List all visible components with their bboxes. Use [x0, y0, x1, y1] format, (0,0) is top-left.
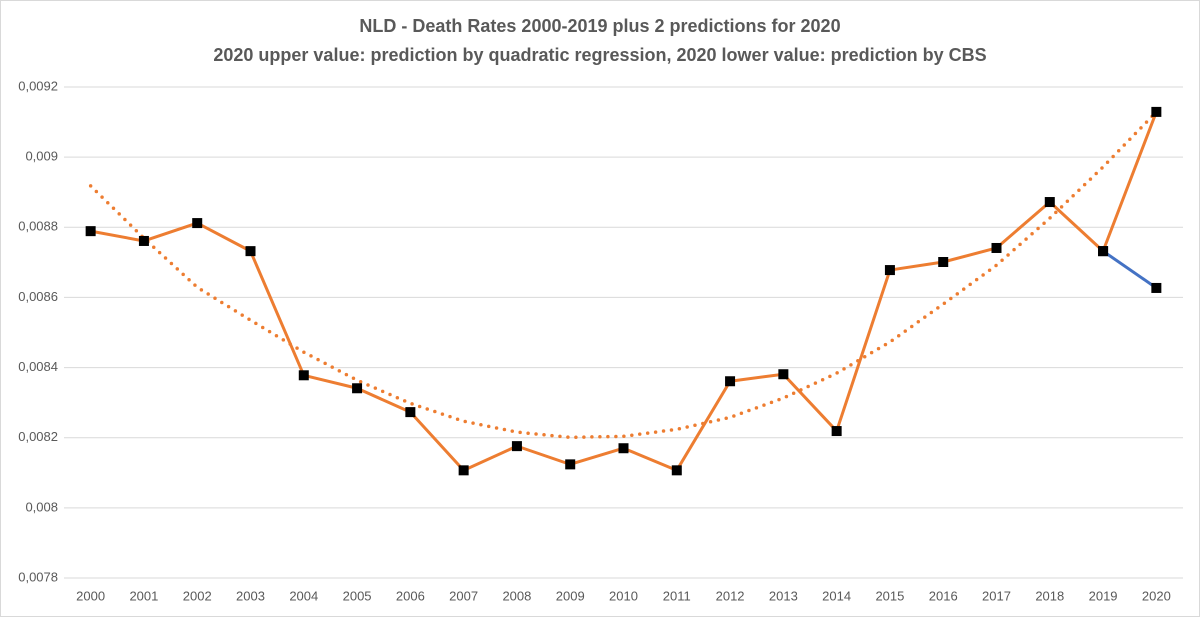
marker [352, 383, 363, 394]
marker [671, 465, 682, 476]
x-tick-label: 2004 [289, 588, 318, 603]
y-tick-label: 0,0092 [18, 78, 58, 93]
marker [405, 407, 416, 418]
x-tick-label: 2008 [502, 588, 531, 603]
x-tick-label: 2007 [449, 588, 478, 603]
marker [245, 246, 256, 257]
y-tick-label: 0,0082 [18, 429, 58, 444]
x-tick-label: 2012 [716, 588, 745, 603]
marker [458, 465, 469, 476]
marker [991, 242, 1002, 253]
x-tick-label: 2020 [1142, 588, 1171, 603]
x-tick-label: 2009 [556, 588, 585, 603]
marker [831, 426, 842, 437]
trend-line [88, 110, 1159, 440]
chart-subtitle: 2020 upper value: prediction by quadrati… [213, 45, 986, 65]
marker [725, 376, 736, 387]
x-tick-label: 2016 [929, 588, 958, 603]
x-tick-label: 2017 [982, 588, 1011, 603]
x-tick-label: 2010 [609, 588, 638, 603]
marker [1044, 197, 1055, 208]
x-tick-label: 2011 [663, 588, 691, 603]
y-tick-label: 0,008 [25, 499, 58, 514]
x-tick-label: 2005 [343, 588, 372, 603]
x-tick-label: 2001 [129, 588, 158, 603]
marker [1151, 282, 1162, 293]
x-tick-label: 2018 [1035, 588, 1064, 603]
y-tick-label: 0,0078 [18, 569, 58, 584]
x-tick-label: 2014 [822, 588, 851, 603]
series-line [1102, 249, 1158, 290]
y-tick-label: 0,0086 [18, 289, 58, 304]
marker [138, 235, 149, 246]
marker [511, 441, 522, 452]
x-tick-label: 2006 [396, 588, 425, 603]
x-tick-label: 2000 [76, 588, 105, 603]
marker [298, 370, 309, 381]
marker [1098, 246, 1109, 257]
marker [938, 257, 949, 268]
x-tick-label: 2003 [236, 588, 265, 603]
x-tick-label: 2015 [875, 588, 904, 603]
x-tick-label: 2002 [183, 588, 212, 603]
marker [618, 443, 629, 454]
y-tick-label: 0,0084 [18, 359, 58, 374]
x-tick-label: 2013 [769, 588, 798, 603]
marker [192, 218, 203, 229]
y-tick-label: 0,0088 [18, 219, 58, 234]
marker [778, 369, 789, 380]
marker [85, 226, 96, 237]
marker [565, 459, 576, 470]
chart-title: NLD - Death Rates 2000-2019 plus 2 predi… [359, 16, 840, 36]
marker [1151, 106, 1162, 117]
y-tick-label: 0,009 [25, 149, 58, 164]
marker [884, 265, 895, 276]
x-tick-label: 2019 [1089, 588, 1118, 603]
